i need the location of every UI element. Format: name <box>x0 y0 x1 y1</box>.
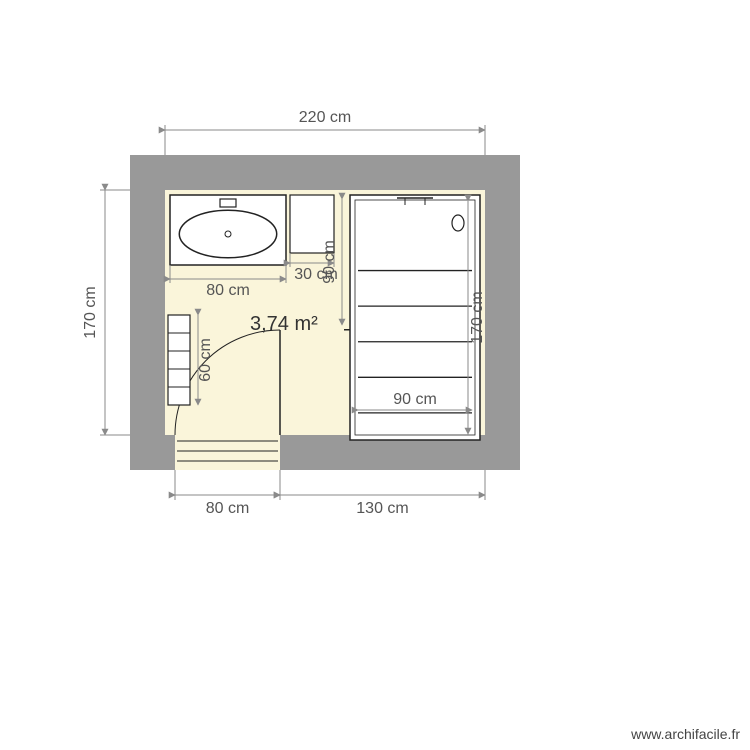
dim-bottom-door-label: 80 cm <box>206 500 250 517</box>
dim-shelf-height-label: 60 cm <box>197 338 214 382</box>
watermark: www.archifacile.fr <box>631 726 740 742</box>
area-label: 3,74 m² <box>250 313 318 335</box>
door-opening <box>175 435 280 470</box>
dim-bottom-rest-label: 130 cm <box>356 500 408 517</box>
shelf-unit <box>168 315 190 405</box>
dim-left-total-label: 170 cm <box>82 286 99 338</box>
dim-right-inner-label: 170 cm <box>469 291 486 343</box>
dim-top-total-label: 220 cm <box>299 109 351 126</box>
dim-depth-90-label: 90 cm <box>321 240 338 284</box>
floor-plan: 3,74 m²220 cm170 cm170 cm80 cm30 cm90 cm… <box>0 0 750 750</box>
vanity-counter <box>170 195 286 265</box>
dim-shower-width-label: 90 cm <box>393 391 437 408</box>
dim-vanity-width-label: 80 cm <box>206 282 250 299</box>
